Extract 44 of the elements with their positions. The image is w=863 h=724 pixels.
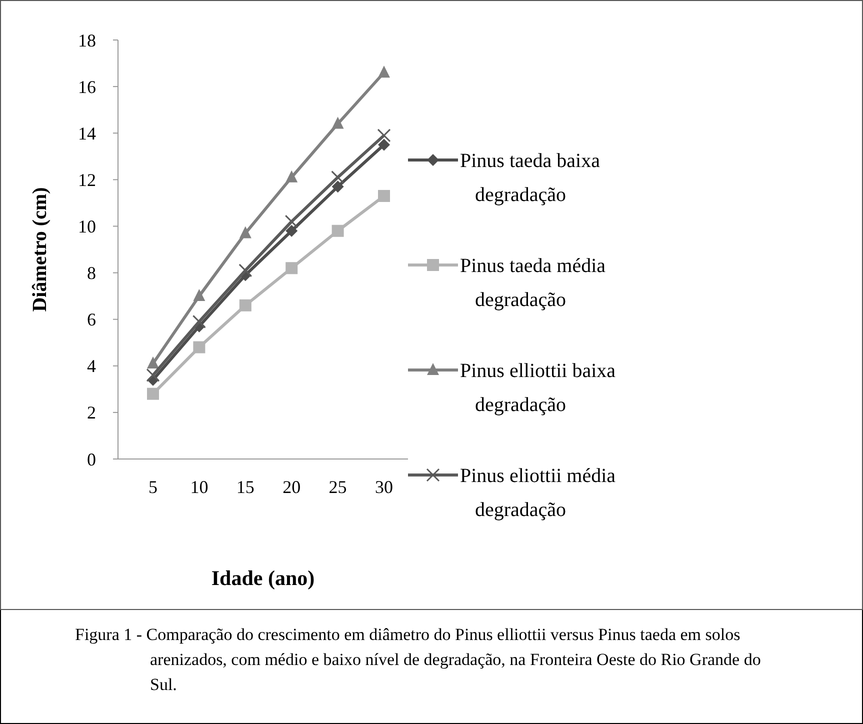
point xyxy=(192,314,206,328)
point xyxy=(239,299,252,312)
x-tick-label: 20 xyxy=(282,477,301,497)
y-tick-label: 14 xyxy=(78,123,96,144)
point xyxy=(147,388,159,400)
point xyxy=(147,356,159,369)
point xyxy=(193,289,206,302)
point xyxy=(378,66,390,78)
point xyxy=(286,262,298,274)
y-axis-title: Diâmetro (cm) xyxy=(29,187,51,312)
point xyxy=(332,116,344,129)
point xyxy=(239,226,252,238)
x-tick-label: 30 xyxy=(375,477,393,497)
x-tick-label: 10 xyxy=(190,477,208,497)
y-tick-label: 12 xyxy=(78,170,96,190)
x-tick-label: 15 xyxy=(236,477,254,497)
point xyxy=(146,368,160,382)
point xyxy=(377,128,391,142)
x-axis-title: Idade (ano) xyxy=(211,566,315,590)
y-tick-label: 0 xyxy=(87,449,96,470)
point xyxy=(378,138,390,151)
y-tick-label: 2 xyxy=(87,402,96,423)
point xyxy=(286,224,298,237)
legend-label: Pinus taeda baixa degradação xyxy=(460,150,600,206)
y-tick-label: 6 xyxy=(87,310,96,330)
legend-label: Pinus eliottii média degradação xyxy=(460,465,616,521)
legend-label: Pinus elliottii baixa degradação xyxy=(460,360,616,416)
legend-label: Pinus taeda média degradação xyxy=(460,255,606,311)
point xyxy=(193,341,206,354)
point xyxy=(332,180,344,193)
y-tick-label: 16 xyxy=(78,76,96,97)
text: Figura 1 - Comparação do crescimento em diâmetro do Pinus elliottii versus Pinus taeda em solos arenizados, com médio e baixo nível de degradação, na Fronteira Oeste do Rio Grande do Sul. xyxy=(75,625,761,694)
y-tick-label: 10 xyxy=(78,216,96,237)
point xyxy=(284,214,298,228)
y-tick-label: 8 xyxy=(87,263,96,284)
point xyxy=(238,264,252,278)
x-tick-label: 5 xyxy=(148,477,158,497)
point xyxy=(286,170,298,182)
y-tick-label: 4 xyxy=(87,356,96,376)
point xyxy=(332,224,344,237)
x-tick-label: 25 xyxy=(328,477,347,497)
point xyxy=(378,190,390,202)
y-tick-label: 18 xyxy=(78,30,96,50)
point xyxy=(331,170,345,184)
